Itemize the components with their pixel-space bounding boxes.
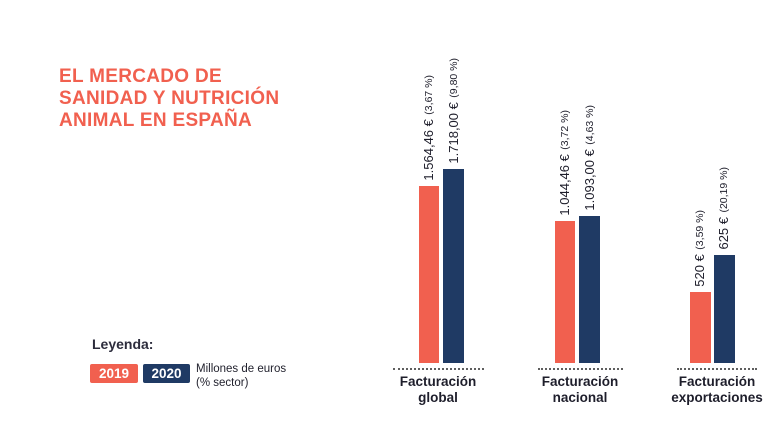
legend-heading: Leyenda:	[92, 336, 154, 352]
bar-2019-facturacion-global	[419, 186, 439, 363]
value-text: 1.718,00 €	[446, 102, 461, 164]
axis-dotted-line-exportaciones	[677, 368, 757, 370]
legend-chip-2020: 2020	[143, 364, 190, 383]
category-label-global: Facturación global	[399, 374, 477, 405]
bar-2019-facturacion-exportaciones	[690, 292, 711, 363]
page-title: EL MERCADO DE SANIDAD Y NUTRICIÓN ANIMAL…	[59, 66, 280, 131]
pct-text: (3,72 %)	[559, 110, 571, 151]
legend-chip-2019: 2019	[90, 364, 138, 383]
value-text: 1.564,46 €	[421, 119, 436, 181]
value-label-2019-exportaciones: 520 € (3,59 %)	[692, 210, 708, 287]
value-label-2019-global: 1.564,46 € (3,67 %)	[421, 75, 437, 181]
value-text: 1.093,00 €	[582, 149, 597, 211]
bar-2020-facturacion-exportaciones	[714, 255, 735, 363]
value-text: 1.044,46 €	[557, 154, 572, 216]
value-label-2019-nacional: 1.044,46 € (3,72 %)	[557, 110, 573, 216]
category-label-exportaciones: Facturación exportaciones	[671, 374, 763, 405]
bar-2019-facturacion-nacional	[555, 221, 575, 363]
pct-text: (9,80 %)	[448, 58, 460, 99]
pct-text: (3,67 %)	[423, 75, 435, 116]
axis-dotted-line-global	[393, 368, 484, 370]
pct-text: (4,63 %)	[584, 105, 596, 146]
value-label-2020-global: 1.718,00 € (9,80 %)	[446, 58, 462, 164]
pct-text: (3,59 %)	[694, 210, 706, 250]
value-text: 625 €	[716, 217, 731, 250]
bar-2020-facturacion-nacional	[579, 216, 600, 363]
legend-caption: Millones de euros (% sector)	[196, 363, 287, 389]
category-label-nacional: Facturación nacional	[541, 374, 619, 405]
pct-text: (20,19 %)	[718, 167, 730, 213]
axis-dotted-line-nacional	[538, 368, 623, 370]
value-text: 520 €	[692, 254, 707, 287]
value-label-2020-nacional: 1.093,00 € (4,63 %)	[582, 105, 598, 211]
value-label-2020-exportaciones: 625 € (20,19 %)	[716, 167, 732, 250]
bar-2020-facturacion-global	[443, 169, 464, 363]
